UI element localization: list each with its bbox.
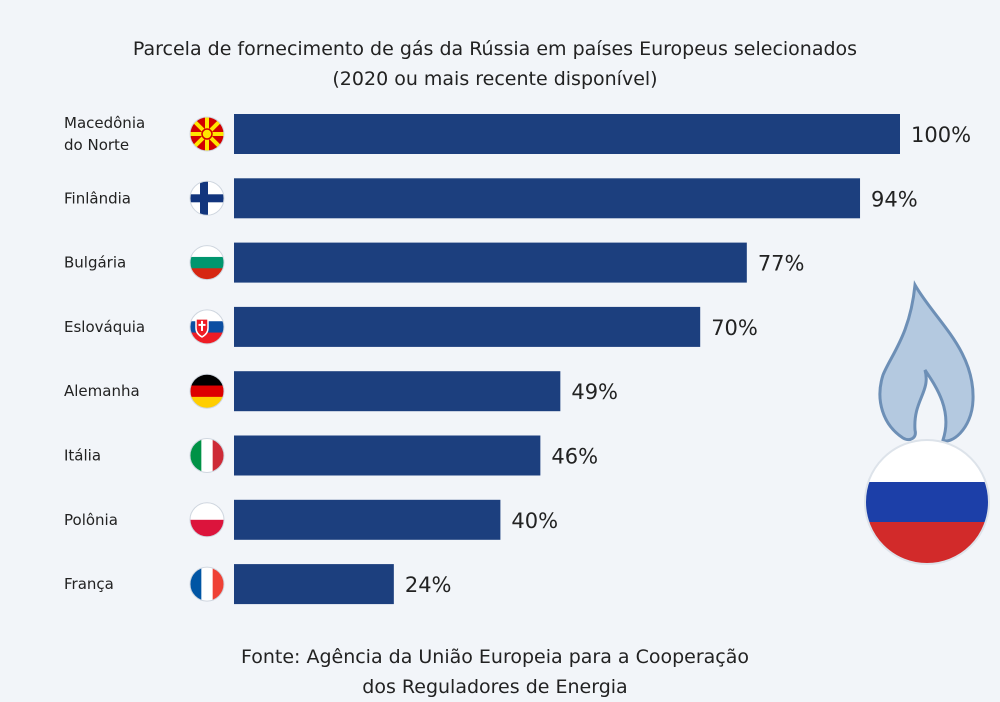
flag-border xyxy=(189,309,225,345)
flag-border xyxy=(189,116,225,152)
category-label: França xyxy=(64,575,114,593)
source-line-2: dos Reguladores de Energia xyxy=(362,676,628,698)
bar xyxy=(234,306,701,347)
data-label: 94% xyxy=(871,187,918,211)
bar xyxy=(234,371,561,412)
data-label: 77% xyxy=(758,252,805,276)
finland-flag-icon xyxy=(190,181,224,216)
chart-subtitle: (2020 ou mais recente disponível) xyxy=(332,68,658,90)
france-flag-icon xyxy=(190,567,224,602)
flag-border xyxy=(189,180,225,216)
category-label: Itália xyxy=(64,447,101,465)
bulgaria-flag-icon xyxy=(190,245,224,280)
poland-flag-icon xyxy=(190,502,224,537)
bar xyxy=(234,435,541,476)
category-label: Eslováquia xyxy=(64,318,145,336)
data-label: 40% xyxy=(511,509,558,533)
bar xyxy=(234,564,394,605)
bar xyxy=(234,242,747,283)
category-label: Polônia xyxy=(64,511,118,529)
gas-flame-russia-flag-icon xyxy=(864,280,990,565)
flag-border xyxy=(189,373,225,409)
flag-border xyxy=(189,502,225,538)
source-line-1: Fonte: Agência da União Europeia para a … xyxy=(240,646,750,668)
flag-border xyxy=(189,245,225,281)
category-label: Alemanha xyxy=(64,382,140,400)
chart-title-line: Parcela de fornecimento de gás da Rússia… xyxy=(132,38,858,60)
data-label: 70% xyxy=(711,316,758,340)
slovakia-flag-icon xyxy=(190,309,224,344)
data-label: 24% xyxy=(405,573,452,597)
chart-source: Fonte: Agência da União Europeia para a … xyxy=(0,642,990,702)
flag-border xyxy=(189,566,225,602)
italy-flag-icon xyxy=(190,438,224,473)
data-label: 100% xyxy=(911,123,971,147)
chart-title: Parcela de fornecimento de gás da Rússia… xyxy=(0,34,990,94)
bar xyxy=(234,178,861,219)
data-label: 49% xyxy=(571,380,618,404)
bar xyxy=(234,499,501,540)
category-label: Macedônia xyxy=(64,114,145,132)
category-label: Finlândia xyxy=(64,189,131,207)
germany-flag-icon xyxy=(190,374,224,409)
flag-border xyxy=(189,438,225,473)
category-label: do Norte xyxy=(64,136,129,154)
category-label: Bulgária xyxy=(64,254,126,272)
bar xyxy=(234,114,900,154)
data-label: 46% xyxy=(551,445,598,469)
